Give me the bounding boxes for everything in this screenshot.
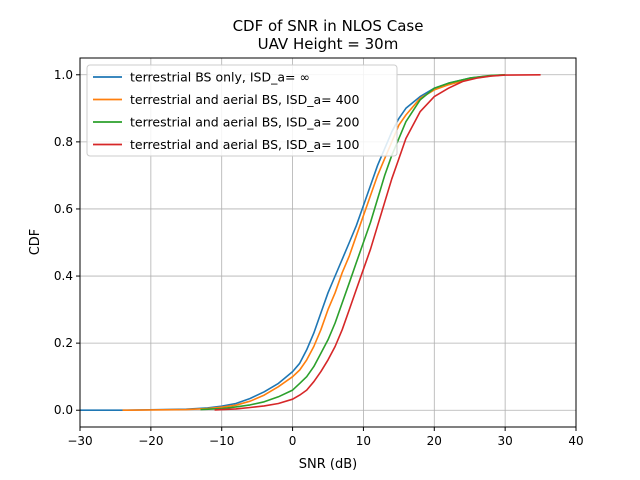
- x-tick-label: 30: [498, 434, 513, 448]
- series-line-0: [80, 74, 506, 411]
- y-tick-label: 1.0: [54, 68, 73, 82]
- x-tick-label: 20: [427, 434, 442, 448]
- legend-label-0: terrestrial BS only, ISD_a= ∞: [130, 70, 310, 85]
- x-tick-label: 0: [289, 434, 297, 448]
- x-tick-label: −10: [209, 434, 234, 448]
- series-line-1: [122, 74, 506, 411]
- x-axis: −30 −20 −10 0 10 20 30 40: [67, 427, 584, 448]
- y-axis: 0.0 0.2 0.4 0.6 0.8 1.0: [54, 68, 80, 417]
- x-tick-label: 10: [356, 434, 371, 448]
- legend-label-1: terrestrial and aerial BS, ISD_a= 400: [130, 92, 360, 107]
- x-tick-label: −20: [138, 434, 163, 448]
- y-axis-label: CDF: [28, 229, 43, 256]
- chart-title: CDF of SNR in NLOS Case: [233, 17, 424, 35]
- x-tick-label: −30: [67, 434, 92, 448]
- series-line-3: [214, 74, 541, 411]
- legend-label-2: terrestrial and aerial BS, ISD_a= 200: [130, 115, 360, 130]
- y-tick-label: 0.2: [54, 336, 73, 350]
- y-tick-label: 0.0: [54, 403, 73, 417]
- y-tick-label: 0.6: [54, 202, 73, 216]
- legend-label-3: terrestrial and aerial BS, ISD_a= 100: [130, 137, 360, 152]
- legend-box: [86, 64, 398, 157]
- legend: terrestrial BS only, ISD_a= ∞ terrestrial…: [86, 64, 398, 157]
- y-tick-label: 0.4: [54, 269, 73, 283]
- y-tick-label: 0.8: [54, 135, 73, 149]
- series-line-2: [200, 74, 506, 411]
- series-lines: [80, 74, 541, 411]
- x-axis-label: SNR (dB): [299, 457, 357, 472]
- x-tick-label: 40: [568, 434, 583, 448]
- chart-subtitle: UAV Height = 30m: [258, 35, 399, 53]
- plot-frame: [79, 57, 577, 428]
